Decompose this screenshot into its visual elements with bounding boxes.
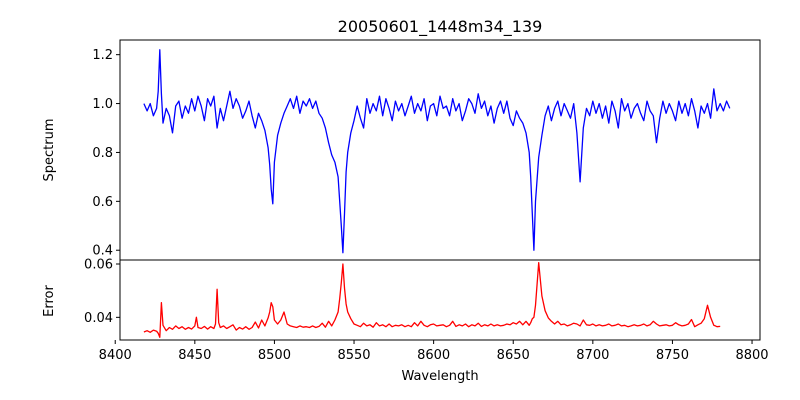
x-tick-label: 8500 (258, 348, 291, 363)
chart-title: 20050601_1448m34_139 (338, 17, 543, 37)
spectrum-y-tick-label: 0.6 (92, 195, 113, 210)
error-axes-frame (119, 259, 761, 341)
x-tick-label: 8750 (656, 348, 689, 363)
spectrum-y-tick-label: 1.2 (92, 48, 113, 63)
spectrum-y-tick-label: 1.0 (92, 97, 113, 112)
x-tick-label: 8700 (576, 348, 609, 363)
x-tick-label: 8550 (337, 348, 370, 363)
spectrum-series-line (143, 49, 731, 254)
y-axis-label-spectrum: Spectrum (42, 119, 57, 182)
spectrum-axes-frame (119, 39, 761, 261)
x-axis-label: Wavelength (401, 369, 478, 384)
error-panel: 0.04 0.06 (84, 258, 761, 341)
x-tick-label: 8800 (735, 348, 768, 363)
spectrum-panel: 0.4 0.6 0.8 1.0 1.2 (92, 39, 761, 261)
x-tick-label: 8650 (497, 348, 530, 363)
error-y-tick-label: 0.06 (84, 258, 113, 273)
spectrum-y-tick-label: 0.4 (92, 244, 113, 259)
x-tick-label: 8600 (417, 348, 450, 363)
error-series-line (143, 262, 721, 338)
y-axis-label-error: Error (42, 285, 57, 317)
x-axis: 8400 8450 8500 8550 8600 8650 8700 8750 8800 (99, 340, 769, 363)
x-tick-label: 8450 (178, 348, 211, 363)
spectrum-y-tick-label: 0.8 (92, 146, 113, 161)
error-y-tick-label: 0.04 (84, 311, 113, 326)
x-tick-label: 8400 (99, 348, 132, 363)
